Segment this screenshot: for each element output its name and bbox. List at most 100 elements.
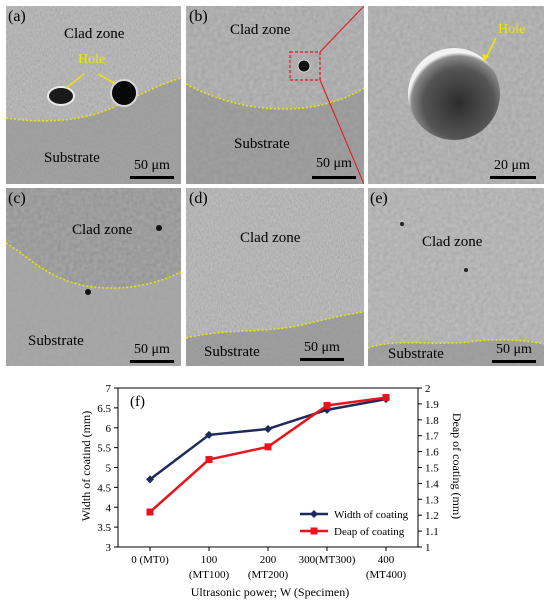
hole-label-zoom: Hole [498, 22, 526, 37]
hole-a-2 [110, 79, 138, 107]
y-axis-label: Width of coatind (mm) [79, 411, 93, 522]
scale-label-d: 50 μm [304, 340, 340, 355]
panel-label-b: (b) [189, 8, 208, 25]
data-point-depth [205, 456, 213, 464]
chart-axes [117, 387, 419, 548]
scale-bar-b [312, 176, 356, 179]
y-tick-label: 5.5 [97, 443, 111, 455]
boundary-line-b [186, 83, 364, 110]
data-point-width [323, 405, 331, 414]
y2-tick-label: 1 [425, 542, 431, 554]
boundary-line-e [368, 339, 544, 349]
panel-label-c: (c) [8, 190, 26, 207]
scale-bar-d [300, 358, 344, 361]
sem-panel-b-zoom: Hole 20 μm [368, 6, 544, 184]
x-tick-label: 0 (MT0) [131, 554, 169, 566]
data-point-width [146, 475, 154, 484]
y-tick-label: 3 [106, 542, 112, 554]
plot-frame [117, 387, 419, 548]
sem-panel-d: (d) Clad zone Substrate 50 μm [186, 188, 364, 366]
x-tick-label: 300(MT300) [299, 554, 356, 566]
x-tick-label: 200 [260, 554, 277, 566]
legend-marker-width [310, 510, 318, 518]
line-chart: 3 3.5 4 4.5 5 5.5 6 6.5 7 1 1.1 1.2 1.3 1.4 1.5 1.6 1.7 1… [79, 383, 464, 599]
x-tick-label: (MT400) [366, 569, 407, 581]
sem-image-c [6, 188, 181, 366]
sem-panel-b: (b) Clad zone Substrate 50 μm [186, 6, 364, 184]
y2-tick-label: 1.5 [425, 463, 439, 475]
sem-image-b [186, 6, 364, 184]
chart-panel-label: (f) [130, 394, 145, 410]
panel-label-e: (e) [370, 190, 388, 207]
y2-tick-label: 1.2 [425, 510, 439, 522]
series-line-depth [149, 396, 387, 513]
scale-label-b: 50 μm [316, 156, 352, 171]
hole-a-1 [47, 86, 75, 106]
chart-series [146, 394, 390, 516]
scale-bar-e [492, 360, 536, 363]
sem-image-a [6, 6, 181, 184]
x-tick-label: (MT100) [189, 569, 230, 581]
y2-tick-label: 2 [425, 383, 431, 395]
panel-label-a: (a) [8, 8, 26, 25]
scale-bar-c [130, 360, 174, 363]
y-tick-label: 4 [106, 502, 112, 514]
panel-label-d: (d) [189, 190, 208, 207]
chart-ticks: 3 3.5 4 4.5 5 5.5 6 6.5 7 1 1.1 1.2 1.3 1.4 1.5 1.6 1.7 1… [97, 383, 439, 581]
sem-panel-e: (e) Clad zone Substrate 50 μm [368, 188, 544, 366]
y2-tick-label: 1.7 [425, 431, 439, 443]
scale-label-e: 50 μm [496, 342, 532, 357]
data-point-depth [382, 394, 390, 402]
substrate-label-c: Substrate [28, 333, 84, 349]
clad-zone-label-e: Clad zone [422, 234, 483, 250]
y-tick-label: 6 [106, 423, 112, 435]
sem-panel-c: (c) Clad zone Substrate 50 μm [6, 188, 181, 366]
y-tick-label: 4.5 [97, 482, 111, 494]
zoom-connector-top [319, 6, 364, 53]
boundary-line-a [6, 77, 181, 122]
zoom-connector-bottom [319, 79, 364, 184]
data-point-depth [264, 443, 272, 451]
substrate-label-d: Substrate [204, 344, 260, 360]
scale-label-a: 50 μm [134, 158, 170, 173]
boundary-line-d [186, 311, 364, 339]
scale-bar-a [130, 176, 174, 179]
substrate-label-b: Substrate [234, 136, 290, 152]
scale-label-c: 50 μm [134, 342, 170, 357]
clad-zone-label-c: Clad zone [72, 222, 133, 238]
x-tick-label: 400 [378, 554, 395, 566]
y2-tick-label: 1.8 [425, 415, 439, 427]
y2-axis-label: Deap of coating (mm) [450, 413, 464, 519]
scale-label-b-zoom: 20 μm [494, 158, 530, 173]
substrate-label-e: Substrate [388, 346, 444, 362]
boundary-line-c [6, 242, 181, 289]
clad-zone-label-d: Clad zone [240, 230, 301, 246]
y-tick-label: 6.5 [97, 403, 111, 415]
clad-zone-label-a: Clad zone [64, 26, 125, 42]
sem-image-e [368, 188, 544, 366]
x-tick-label: 100 [201, 554, 218, 566]
sem-image-d [186, 188, 364, 366]
data-point-width [205, 430, 213, 439]
y-tick-label: 3.5 [97, 522, 111, 534]
y2-tick-label: 1.4 [425, 478, 439, 490]
legend-label: Width of coating [334, 509, 409, 521]
series-line-width [149, 397, 387, 481]
scale-bar-b-zoom [490, 176, 536, 179]
chart-legend: Width of coating Deap of coating [300, 509, 409, 538]
y2-tick-label: 1.9 [425, 399, 439, 411]
x-axis-label: Ultrasonic power; W (Specimen) [191, 585, 350, 599]
hole-label-a: Hole [78, 52, 106, 67]
data-point-width [264, 424, 272, 433]
hole-zoom [408, 48, 500, 140]
sem-image-b-zoom [368, 6, 544, 184]
y2-tick-label: 1.6 [425, 447, 439, 459]
y2-tick-label: 1.3 [425, 494, 439, 506]
y2-tick-label: 1.1 [425, 526, 439, 538]
sem-panel-a: (a) Clad zone Hole Substrate 50 μm [6, 6, 181, 184]
y-tick-label: 5 [106, 463, 112, 475]
substrate-label-a: Substrate [44, 150, 100, 166]
hole-b [297, 59, 311, 73]
data-point-depth [323, 401, 331, 409]
clad-zone-label-b: Clad zone [230, 22, 291, 38]
